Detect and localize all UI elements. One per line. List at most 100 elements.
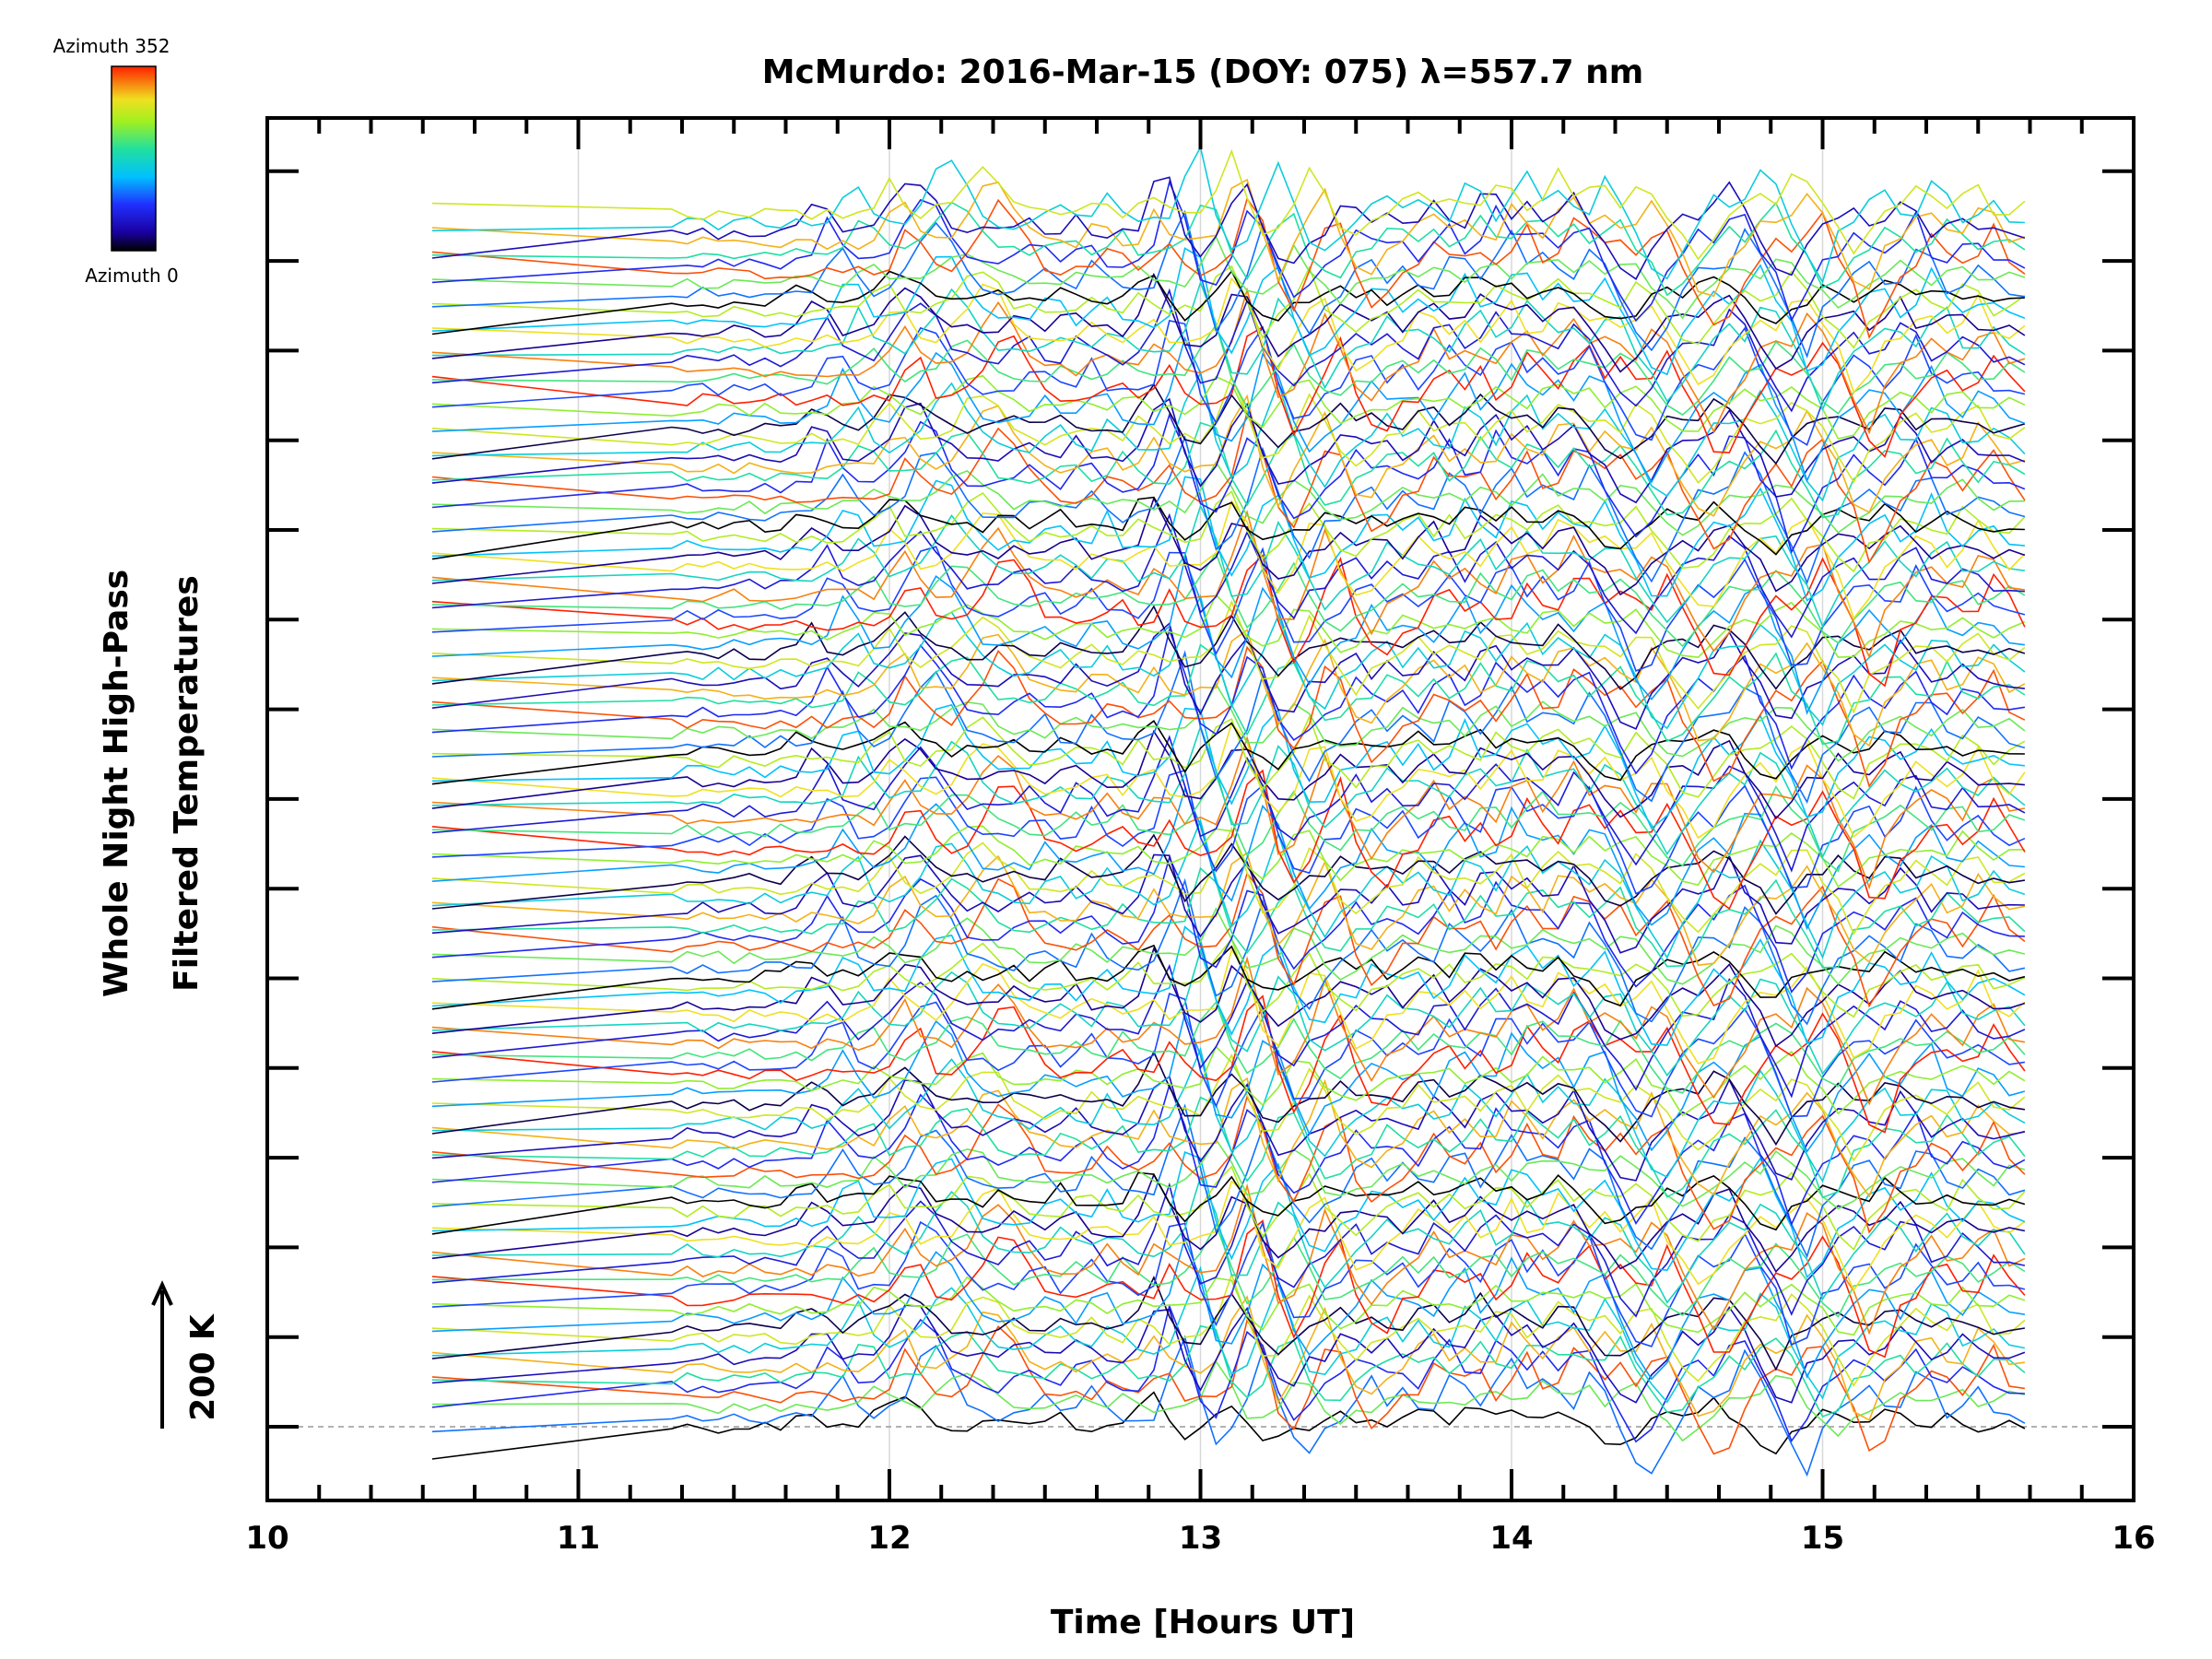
series-line — [431, 1171, 2026, 1235]
series-line — [431, 551, 2026, 648]
series-line — [431, 729, 2025, 820]
series-line — [431, 1082, 2026, 1227]
series-line — [431, 866, 2026, 969]
series-line — [431, 629, 2026, 747]
series-line — [431, 907, 2026, 985]
series-line — [431, 1046, 2026, 1183]
series-line — [431, 421, 2026, 519]
series-line — [431, 1011, 2026, 1153]
series-line — [431, 773, 2026, 873]
series-line — [431, 382, 2026, 465]
series-line — [431, 621, 2025, 730]
series-line — [431, 1295, 2025, 1421]
series-line — [431, 235, 2026, 320]
series-line — [431, 833, 2026, 915]
series-line — [431, 209, 2026, 359]
series-line — [431, 1103, 2026, 1259]
series-line — [431, 247, 2026, 376]
series-line — [431, 1075, 2026, 1182]
series-line — [431, 496, 2025, 560]
series-line — [431, 323, 2026, 417]
series-line — [431, 412, 2026, 554]
colorbar-top-label: Azimuth 352 — [53, 35, 171, 57]
series-line — [431, 397, 2026, 504]
series-line — [431, 460, 2025, 536]
series-line — [431, 627, 2026, 775]
y-axis-label-line2: Filtered Temperatures — [168, 575, 206, 992]
series-line — [431, 1094, 2026, 1234]
series-line — [431, 500, 2026, 620]
scale-arrow-head — [151, 1280, 173, 1306]
series-line — [431, 871, 2026, 1008]
x-tick-label-12: 12 — [867, 1520, 911, 1557]
series-line — [431, 374, 2026, 440]
series-line — [431, 1275, 2026, 1371]
series-line — [431, 643, 2026, 746]
axis-ticks — [265, 118, 2136, 1500]
series-line — [431, 1324, 2026, 1418]
series-line — [431, 555, 2026, 715]
series-line — [431, 963, 2026, 1099]
chart-title: McMurdo: 2016-Mar-15 (DOY: 075) λ=557.7 … — [762, 53, 1644, 91]
x-tick-label-11: 11 — [557, 1520, 600, 1557]
x-tick-label-16: 16 — [2112, 1520, 2155, 1557]
x-tick-labels: 10 11 12 13 14 15 16 — [245, 1520, 2155, 1557]
series-line — [431, 276, 2026, 394]
series-line — [431, 853, 2025, 954]
series-line — [431, 594, 2026, 730]
series-line — [431, 435, 2026, 585]
series-line — [431, 394, 2026, 517]
series-line — [431, 722, 2026, 840]
series-line — [431, 1220, 2026, 1347]
series-line — [431, 1165, 2026, 1252]
series-line — [431, 319, 2026, 446]
series-line — [431, 496, 2026, 596]
colorbar-gradient — [111, 65, 157, 252]
series-line — [431, 1335, 2026, 1477]
series-line — [431, 178, 2026, 298]
scale-bar-label: 200 K — [184, 1313, 222, 1421]
series-lines — [431, 145, 2026, 1477]
series-line — [431, 947, 2026, 1048]
series-line — [431, 720, 2025, 785]
series-line — [431, 769, 2026, 911]
series-line — [431, 265, 2026, 349]
series-line — [431, 1391, 2026, 1460]
series-line — [431, 288, 2026, 413]
series-line — [431, 1182, 2026, 1335]
series-line — [431, 371, 2026, 502]
y-axis-label-line1: Whole Night High-Pass — [98, 570, 135, 997]
series-line — [431, 947, 2026, 1077]
series-line — [431, 554, 2026, 688]
series-line — [431, 1276, 2026, 1336]
series-line — [431, 325, 2026, 458]
series-line — [431, 769, 2026, 895]
series-line — [431, 1096, 2026, 1199]
series-line — [431, 269, 2025, 335]
series-line — [431, 944, 2026, 1010]
series-line — [431, 374, 2026, 484]
series-line — [431, 148, 2026, 261]
colorbar-bottom-label: Azimuth 0 — [85, 265, 179, 287]
series-line — [431, 1182, 2026, 1318]
series-line — [431, 176, 2026, 280]
series-line — [431, 877, 2026, 1026]
y-axis-label: Whole Night High-Pass Filtered Temperatu… — [98, 570, 206, 997]
series-line — [431, 201, 2026, 297]
series-line — [431, 196, 2026, 340]
series-line — [431, 1303, 2025, 1443]
series-line — [431, 724, 2026, 859]
scale-bar: 200 K — [151, 1280, 222, 1429]
series-line — [431, 1172, 2026, 1274]
x-axis-label: Time [Hours UT] — [1051, 1604, 1355, 1641]
series-line — [431, 594, 2026, 659]
series-line — [431, 956, 2026, 1106]
x-tick-label-13: 13 — [1179, 1520, 1222, 1557]
series-line — [431, 509, 2026, 659]
series-line — [431, 994, 2026, 1134]
series-line — [431, 335, 2026, 484]
series-line — [431, 1222, 2026, 1318]
x-tick-label-15: 15 — [1801, 1520, 1844, 1557]
series-line — [431, 1045, 2026, 1117]
